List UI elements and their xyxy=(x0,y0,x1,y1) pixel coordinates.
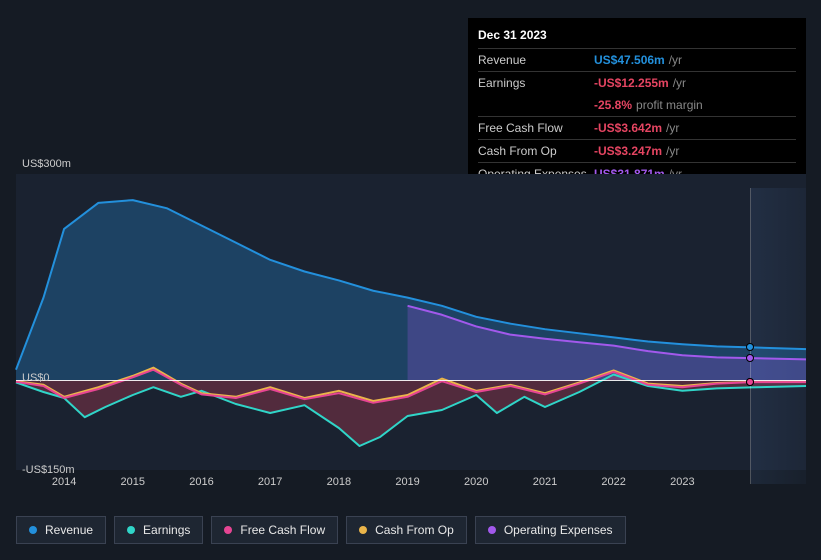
legend-dot-icon xyxy=(29,526,37,534)
tooltip-row-label: Revenue xyxy=(478,51,594,69)
plot-area[interactable]: US$0 -US$150m xyxy=(16,174,806,470)
tooltip-row-value: -US$3.247m xyxy=(594,142,662,160)
x-axis-tick: 2017 xyxy=(258,476,282,488)
tooltip-row-value: US$47.506m xyxy=(594,51,665,69)
legend-item-revenue[interactable]: Revenue xyxy=(16,516,106,544)
legend-dot-icon xyxy=(224,526,232,534)
x-axis-tick: 2023 xyxy=(670,476,694,488)
tooltip-row: Free Cash Flow-US$3.642m/yr xyxy=(478,116,796,139)
legend-label: Cash From Op xyxy=(375,523,454,537)
legend-label: Operating Expenses xyxy=(504,523,613,537)
x-axis-tick: 2014 xyxy=(52,476,76,488)
chart-lines xyxy=(16,174,806,470)
tooltip-subrow-unit: profit margin xyxy=(636,96,703,114)
tooltip-row: Cash From Op-US$3.247m/yr xyxy=(478,139,796,162)
tooltip-subrow: -25.8%profit margin xyxy=(478,94,796,116)
legend-item-cash-from-op[interactable]: Cash From Op xyxy=(346,516,467,544)
legend-item-operating-expenses[interactable]: Operating Expenses xyxy=(475,516,626,544)
y-axis-label-zero: US$0 xyxy=(22,372,50,384)
x-axis-tick: 2019 xyxy=(395,476,419,488)
x-axis-tick: 2022 xyxy=(601,476,625,488)
x-axis-tick: 2021 xyxy=(533,476,557,488)
legend-dot-icon xyxy=(488,526,496,534)
tooltip-row: RevenueUS$47.506m/yr xyxy=(478,48,796,71)
tooltip-row-value: -US$12.255m xyxy=(594,74,669,92)
tooltip-row-label: Free Cash Flow xyxy=(478,119,594,137)
tooltip-row: Earnings-US$12.255m/yr xyxy=(478,71,796,94)
x-axis-tick: 2018 xyxy=(327,476,351,488)
chart-marker xyxy=(746,354,754,362)
x-axis-tick: 2020 xyxy=(464,476,488,488)
chart-marker xyxy=(746,343,754,351)
cursor-line xyxy=(750,188,751,484)
tooltip-date: Dec 31 2023 xyxy=(478,26,796,44)
zero-line xyxy=(16,380,806,381)
tooltip-row-unit: /yr xyxy=(666,142,679,160)
x-axis: 2014 2015 2016 2017 2018 2019 2020 2021 2022 2023 xyxy=(16,476,806,496)
tooltip-row-label: Cash From Op xyxy=(478,142,594,160)
legend-dot-icon xyxy=(359,526,367,534)
legend-label: Revenue xyxy=(45,523,93,537)
chart-legend: Revenue Earnings Free Cash Flow Cash From O… xyxy=(16,516,626,544)
revenue-expenses-chart: US$300m US$0 -US$150m xyxy=(16,160,806,480)
tooltip-row-unit: /yr xyxy=(666,119,679,137)
legend-label: Free Cash Flow xyxy=(240,523,325,537)
tooltip-subrow-value: -25.8% xyxy=(594,96,632,114)
x-axis-tick: 2015 xyxy=(121,476,145,488)
legend-dot-icon xyxy=(127,526,135,534)
y-axis-label-max: US$300m xyxy=(22,158,71,170)
tooltip-row-unit: /yr xyxy=(673,74,686,92)
x-axis-tick: 2016 xyxy=(189,476,213,488)
tooltip-row-unit: /yr xyxy=(669,51,682,69)
y-axis-label-min: -US$150m xyxy=(22,464,75,476)
tooltip-row-label: Earnings xyxy=(478,74,594,92)
legend-item-earnings[interactable]: Earnings xyxy=(114,516,203,544)
legend-label: Earnings xyxy=(143,523,190,537)
chart-marker xyxy=(746,378,754,386)
tooltip-row-value: -US$3.642m xyxy=(594,119,662,137)
legend-item-free-cash-flow[interactable]: Free Cash Flow xyxy=(211,516,338,544)
